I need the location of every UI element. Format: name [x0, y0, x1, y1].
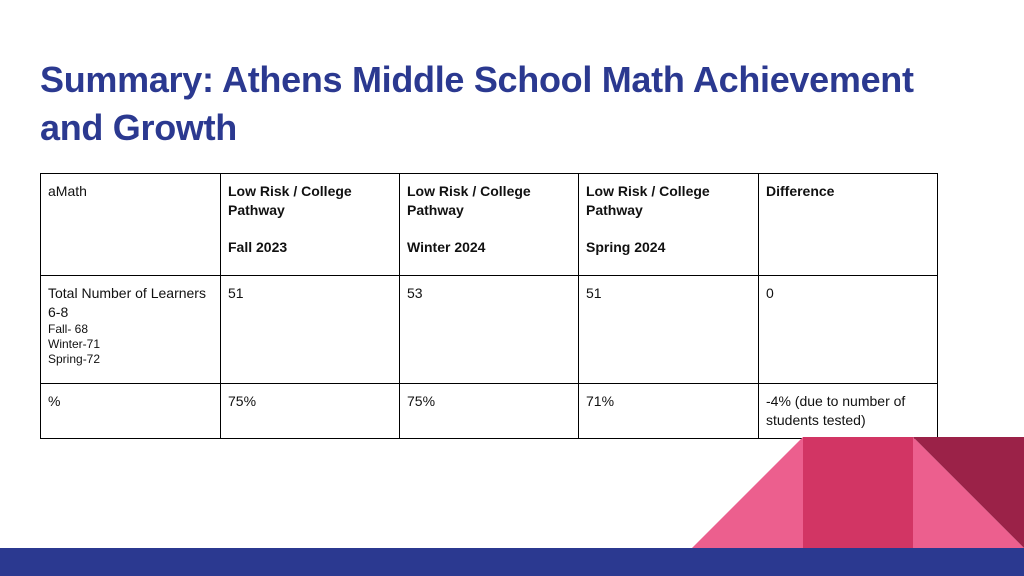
header-cell-subject: aMath — [40, 173, 221, 276]
header-fall-term: Fall 2023 — [228, 239, 288, 255]
maroon-shape — [913, 437, 1024, 548]
header-spring-term: Spring 2024 — [586, 239, 666, 255]
bottom-bar — [0, 548, 1024, 576]
cell-fall-count: 51 — [220, 275, 400, 384]
cell-winter-percent: 75% — [399, 383, 579, 439]
cell-fall-percent: 75% — [220, 383, 400, 439]
header-subject-label: aMath — [48, 183, 87, 199]
cell-spring-count: 51 — [578, 275, 759, 384]
pink-mid-shape — [803, 437, 913, 548]
cell-difference-count: 0 — [758, 275, 938, 384]
table-row-percent: % 75% 75% 71% -4% (due to number of stud… — [40, 383, 938, 439]
winter-count-note: Winter-71 — [48, 337, 101, 351]
header-cell-winter: Low Risk / College Pathway Winter 2024 — [399, 173, 579, 276]
summary-table: aMath Low Risk / College Pathway Fall 20… — [40, 173, 938, 439]
header-difference-label: Difference — [766, 183, 835, 199]
header-winter-term: Winter 2024 — [407, 239, 486, 255]
row-label-total-learners: Total Number of Learners 6-8 — [48, 285, 206, 320]
row-label-percent: % — [40, 383, 221, 439]
cell-spring-percent: 71% — [578, 383, 759, 439]
header-spring-label: Low Risk / College Pathway — [586, 183, 710, 218]
table-header-row: aMath Low Risk / College Pathway Fall 20… — [40, 173, 938, 276]
table-row-total-learners: Total Number of Learners 6-8 Fall- 68 Wi… — [40, 275, 938, 384]
header-cell-spring: Low Risk / College Pathway Spring 2024 — [578, 173, 759, 276]
fall-count-note: Fall- 68 — [48, 322, 89, 336]
spring-count-note: Spring-72 — [48, 352, 101, 366]
header-fall-label: Low Risk / College Pathway — [228, 183, 352, 218]
slide-title: Summary: Athens Middle School Math Achie… — [40, 59, 914, 148]
pink-light-shape — [692, 437, 803, 548]
cell-difference-percent: -4% (due to number of students tested) — [758, 383, 938, 439]
cell-winter-count: 53 — [399, 275, 579, 384]
header-winter-label: Low Risk / College Pathway — [407, 183, 531, 218]
